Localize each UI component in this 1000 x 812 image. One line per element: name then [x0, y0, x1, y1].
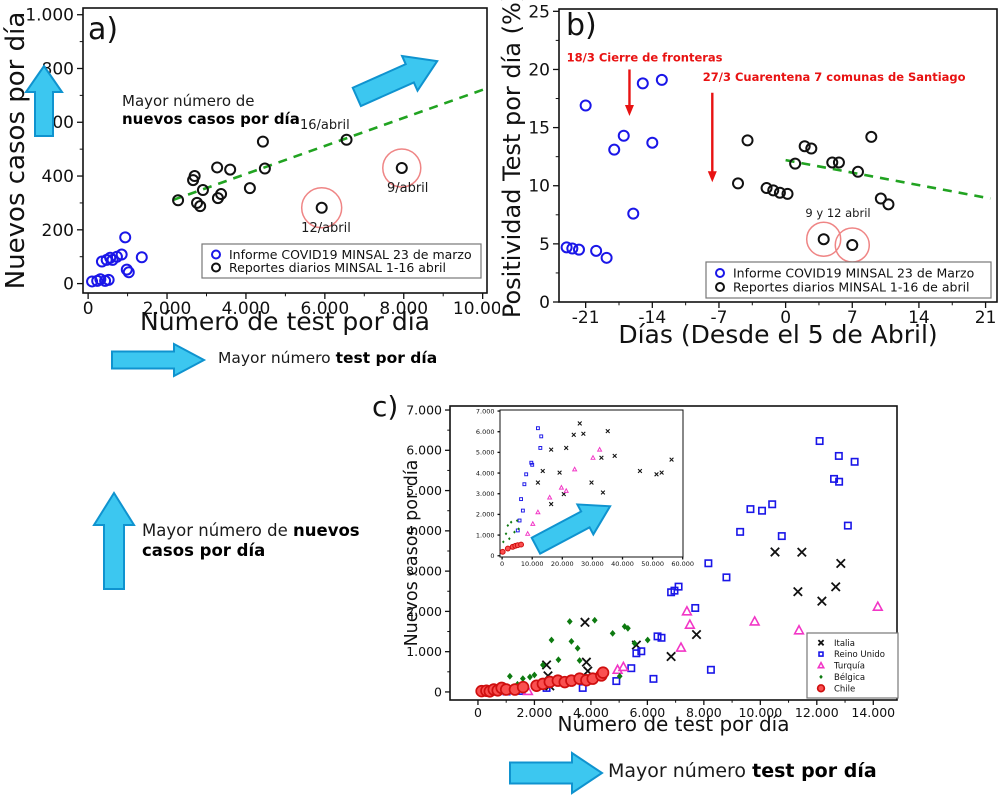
caption-bold: nuevos casos por día — [122, 110, 300, 129]
svg-text:14.000: 14.000 — [851, 705, 895, 720]
svg-text:Número de test por día: Número de test por día — [140, 307, 430, 336]
svg-text:1.000: 1.000 — [476, 531, 495, 539]
svg-text:3.000: 3.000 — [476, 490, 495, 498]
svg-text:0: 0 — [83, 299, 94, 319]
svg-text:9 y 12 abril: 9 y 12 abril — [805, 206, 870, 220]
svg-text:Nuevos casos por día: Nuevos casos por día — [1, 12, 31, 290]
svg-text:14: 14 — [908, 308, 930, 328]
panel-label-c: c) — [372, 390, 399, 423]
svg-text:18/3 Cierre de fronteras: 18/3 Cierre de fronteras — [567, 50, 723, 64]
svg-text:4.000: 4.000 — [222, 299, 271, 319]
svg-text:-14: -14 — [638, 308, 666, 328]
svg-text:Reportes diarios MINSAL 1-16 d: Reportes diarios MINSAL 1-16 de abril — [733, 280, 970, 295]
svg-text:0: 0 — [63, 275, 74, 295]
svg-text:6.000: 6.000 — [406, 443, 442, 458]
svg-text:5.000: 5.000 — [476, 449, 495, 457]
svg-text:-21: -21 — [572, 308, 600, 328]
plot-b-positivity-vs-days: -21 -14 -7 0 7 14 21 0 5 10 15 20 25 Días (Desde el 5… — [500, 0, 998, 349]
svg-text:50.000: 50.000 — [641, 560, 664, 568]
caption-bold: test por día — [752, 760, 877, 782]
svg-text:4.000: 4.000 — [573, 705, 609, 720]
svg-text:25: 25 — [528, 2, 550, 22]
svg-text:6.000: 6.000 — [301, 299, 350, 319]
svg-text:6.000: 6.000 — [629, 705, 665, 720]
svg-text:20: 20 — [528, 60, 550, 80]
svg-text:0: 0 — [490, 552, 494, 560]
caption-prefix: Mayor número — [218, 349, 336, 367]
svg-text:3.000: 3.000 — [406, 563, 442, 578]
caption-prefix: Mayor número de — [142, 521, 294, 540]
svg-text:5: 5 — [539, 235, 550, 255]
svg-text:0: 0 — [500, 560, 504, 568]
caption-bold: test por día — [335, 349, 438, 367]
svg-text:12.000: 12.000 — [795, 705, 839, 720]
svg-text:Número de test por día: Número de test por día — [558, 712, 790, 736]
svg-text:16/abril: 16/abril — [300, 118, 350, 133]
svg-text:0: 0 — [474, 705, 482, 720]
svg-text:7.000: 7.000 — [406, 402, 442, 417]
svg-text:0: 0 — [780, 308, 791, 328]
caption-prefix: Mayor número — [608, 760, 753, 782]
caption-more-cases-c: Mayor número de nuevos casos por día — [142, 521, 380, 561]
svg-text:8.000: 8.000 — [379, 299, 428, 319]
svg-text:600: 600 — [42, 113, 74, 133]
svg-text:1.000: 1.000 — [406, 644, 442, 659]
svg-text:10: 10 — [528, 177, 550, 197]
svg-text:9/abril: 9/abril — [387, 181, 428, 196]
svg-text:21: 21 — [975, 308, 997, 328]
svg-text:5.000: 5.000 — [406, 483, 442, 498]
svg-text:1.000: 1.000 — [25, 6, 74, 26]
svg-text:4.000: 4.000 — [476, 469, 495, 477]
svg-text:8.000: 8.000 — [686, 705, 722, 720]
svg-text:Días (Desde el 5 de Abril): Días (Desde el 5 de Abril) — [618, 320, 937, 349]
svg-text:Nuevos casos por día: Nuevos casos por día — [402, 460, 422, 647]
svg-text:2.000: 2.000 — [476, 511, 495, 519]
svg-text:400: 400 — [42, 167, 74, 187]
panel-label-a: a) — [88, 12, 119, 47]
svg-text:Reportes diarios MINSAL 1-16 a: Reportes diarios MINSAL 1-16 abril — [229, 260, 446, 275]
svg-text:30.000: 30.000 — [581, 560, 604, 568]
svg-text:0: 0 — [434, 684, 442, 699]
svg-text:800: 800 — [42, 59, 74, 79]
svg-text:10.000: 10.000 — [521, 560, 544, 568]
svg-text:20.000: 20.000 — [551, 560, 574, 568]
svg-text:2.000: 2.000 — [143, 299, 192, 319]
caption-more-tests-a: Mayor número test por día — [218, 349, 437, 368]
svg-text:Turquía: Turquía — [833, 662, 865, 672]
svg-text:Informe COVID19 MINSAL 23 de M: Informe COVID19 MINSAL 23 de Marzo — [733, 266, 974, 281]
svg-text:Informe COVID19 MINSAL 23 de m: Informe COVID19 MINSAL 23 de marzo — [229, 247, 472, 262]
svg-text:4.000: 4.000 — [406, 523, 442, 538]
svg-text:7: 7 — [847, 308, 858, 328]
caption-more-cases-a: Mayor número de nuevos casos por día — [122, 92, 306, 129]
svg-text:-7: -7 — [710, 308, 727, 328]
svg-text:Positividad Test por día (%): Positividad Test por día (%) — [500, 0, 526, 318]
svg-text:2.000: 2.000 — [517, 705, 553, 720]
svg-text:200: 200 — [42, 221, 74, 241]
plot-c-countries-comparison: 0 2.000 4.000 6.000 8.000 10.000 12.000 14.000 0… — [402, 402, 899, 736]
svg-text:40.000: 40.000 — [611, 560, 634, 568]
svg-text:Chile: Chile — [834, 684, 855, 694]
caption-bold: nuevos casos por día — [142, 521, 360, 561]
svg-text:6.000: 6.000 — [476, 428, 495, 436]
svg-text:Bélgica: Bélgica — [834, 672, 865, 683]
svg-text:27/3 Cuarentena 7 comunas de S: 27/3 Cuarentena 7 comunas de Santiago — [703, 70, 966, 84]
svg-text:15: 15 — [528, 119, 550, 139]
svg-text:0: 0 — [539, 293, 550, 313]
plot-a-cases-vs-tests: 0 2.000 4.000 6.000 8.000 10.000 0 200 400 600 800… — [1, 6, 500, 336]
caption-prefix: Mayor número de — [122, 92, 255, 110]
svg-text:Reino Unido: Reino Unido — [834, 650, 885, 660]
svg-text:7.000: 7.000 — [476, 407, 495, 415]
svg-text:10.000: 10.000 — [453, 299, 500, 319]
svg-text:60.000: 60.000 — [671, 560, 694, 568]
svg-text:12/abril: 12/abril — [301, 221, 351, 236]
svg-text:2.000: 2.000 — [406, 604, 442, 619]
panel-label-b: b) — [566, 8, 597, 43]
caption-more-tests-c: Mayor número test por día — [608, 760, 877, 783]
inset-diagonal-arrow-icon — [530, 503, 612, 556]
svg-text:10.000: 10.000 — [738, 705, 782, 720]
svg-text:Italia: Italia — [834, 639, 855, 649]
